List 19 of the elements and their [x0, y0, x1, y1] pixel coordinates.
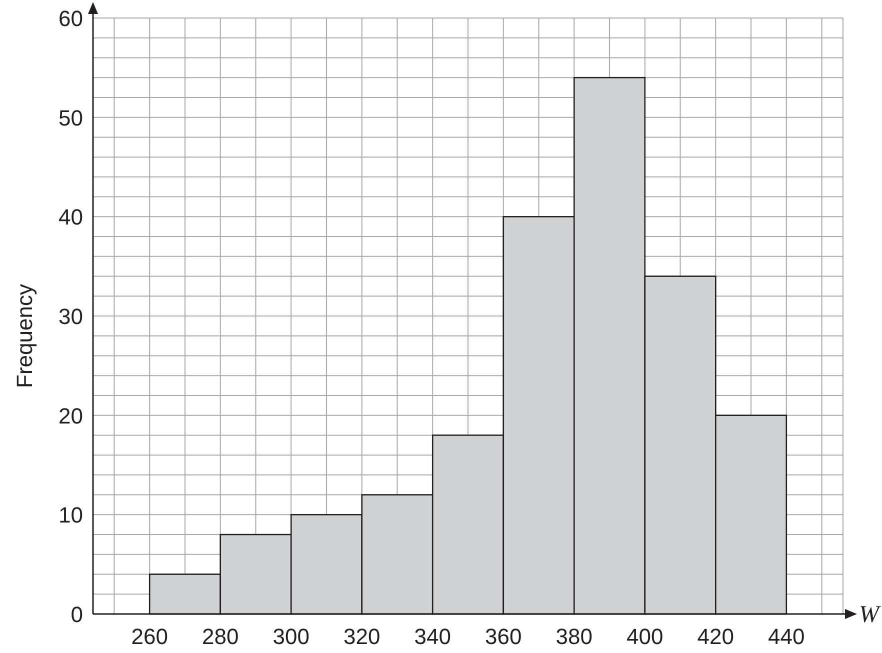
- y-tick-label: 10: [58, 502, 83, 528]
- y-axis-title: Frequency: [12, 284, 37, 388]
- y-tick-label: 50: [58, 105, 83, 130]
- x-tick-label: 400: [626, 624, 664, 649]
- x-tick-label: 440: [768, 624, 805, 649]
- x-tick-label: 420: [697, 624, 734, 649]
- x-tick-label: 320: [344, 624, 380, 649]
- x-tick-label: 260: [131, 624, 168, 649]
- y-tick-label: 0: [70, 602, 83, 627]
- x-axis-title: W: [859, 602, 881, 628]
- y-tick-label: 20: [58, 403, 83, 428]
- y-tick-label: 40: [58, 204, 83, 230]
- x-tick-label: 300: [272, 624, 310, 649]
- x-tick-label: 340: [414, 624, 451, 649]
- y-tick-label: 60: [58, 6, 83, 31]
- x-tick-label: 380: [556, 624, 592, 649]
- x-tick-label: 360: [485, 624, 522, 649]
- y-tick-label: 30: [58, 304, 83, 329]
- x-tick-label: 280: [202, 624, 239, 649]
